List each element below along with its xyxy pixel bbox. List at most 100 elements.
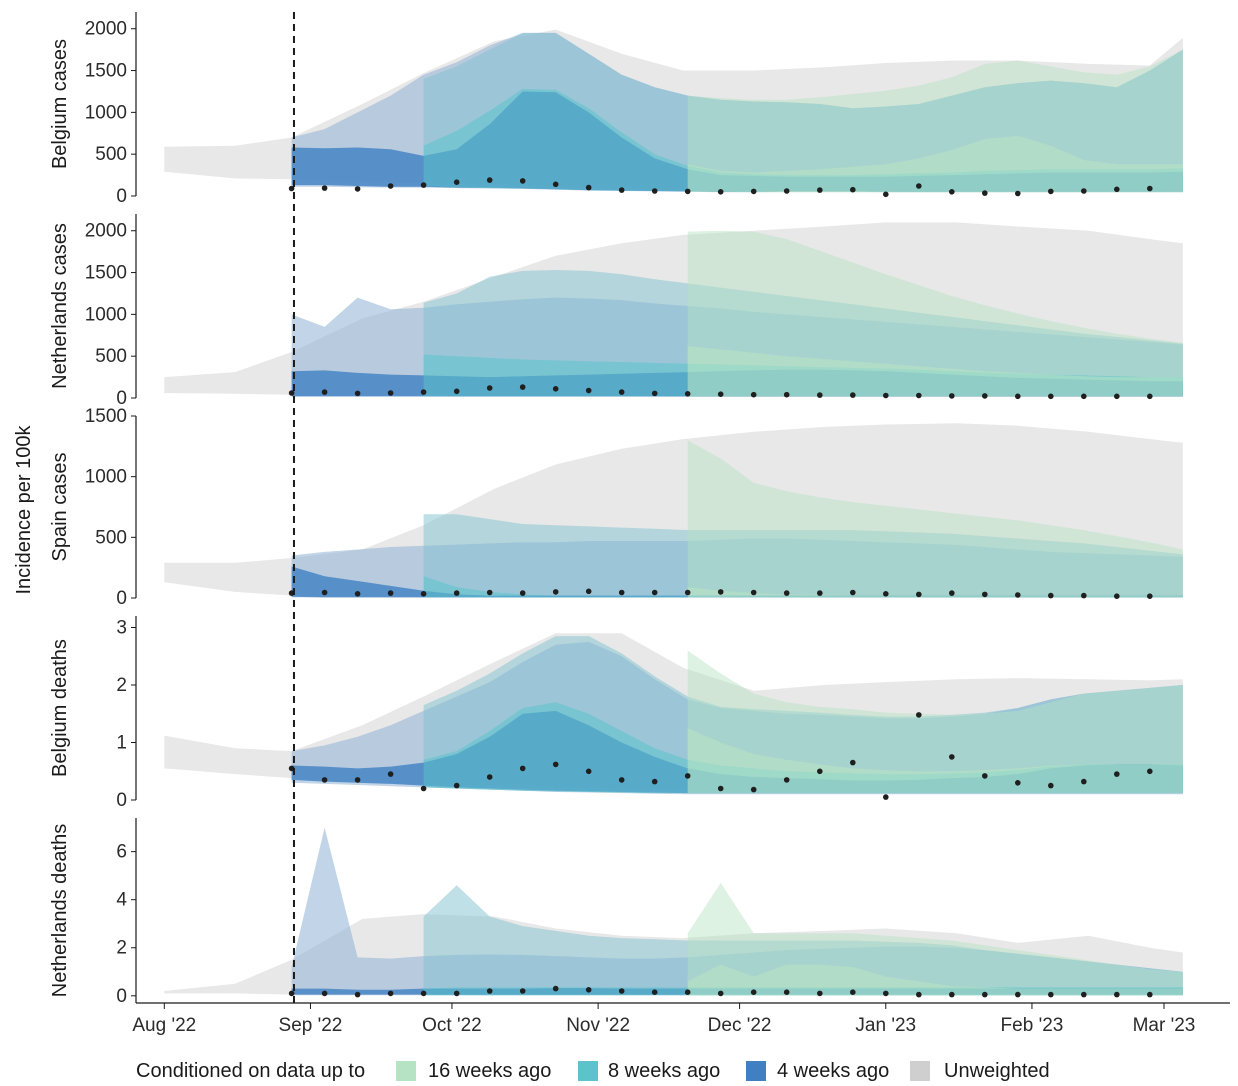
panel-4-observed-point [651, 989, 658, 995]
panel-2-observed-point [354, 591, 361, 597]
panel-2-y-tick-label: 1000 [85, 467, 127, 488]
panel-2-observed-point [651, 589, 658, 596]
panel-0-observed-point [817, 187, 823, 193]
x-tick-label: Sep '22 [279, 1015, 343, 1036]
panel-3-observed-point [949, 754, 955, 760]
panel-4-y-tick-label: 0 [116, 986, 127, 1007]
x-tick-label: Dec '22 [708, 1015, 772, 1036]
panel-1-observed-point [916, 392, 922, 399]
x-tick-label: Jan '23 [855, 1015, 916, 1036]
panel-3-observed-point [850, 759, 856, 766]
panel-0-observed-point [321, 185, 328, 191]
panel-4-observed-point [783, 989, 790, 995]
panel-0-observed-point [618, 187, 625, 193]
panel-4-observed-point [982, 991, 988, 998]
panel-1-observed-point [387, 390, 394, 396]
panel-4-observed-point [1114, 991, 1120, 998]
panel-1-observed-point [1048, 393, 1054, 400]
panel-3-16w-outer-band [687, 650, 1183, 794]
panel-2-observed-point [585, 588, 592, 595]
panel-2-y-tick-label: 0 [116, 588, 127, 609]
panel-2-observed-point [1081, 592, 1087, 599]
panel-4-observed-point [1015, 991, 1021, 998]
panel-1-y-tick-label: 2000 [85, 221, 127, 242]
panel-1-observed-point [552, 386, 559, 392]
panel-3-observed-point [321, 777, 328, 783]
panel-3-observed-point [684, 773, 691, 779]
panel-3-8w-inner-band [423, 702, 1183, 794]
panel-1-observed-point [684, 391, 691, 397]
panel-0-observed-point [288, 185, 295, 192]
panel-1-observed-point [354, 390, 361, 397]
panel-0-observed-point [1048, 188, 1054, 195]
panel-0-observed-point [585, 184, 592, 191]
panel-4-observed-point [1081, 991, 1087, 998]
panel-0-observed-point [1147, 185, 1153, 192]
panel-1-y-tick-label: 0 [116, 388, 127, 409]
panel-4-observed-point [717, 990, 724, 997]
panel-3-observed-point [1081, 778, 1087, 785]
panel-2-16w-outer-band [687, 440, 1183, 598]
panel-4-observed-point [684, 989, 691, 995]
panel-1-observed-point [453, 388, 460, 395]
panel-2-observed-point [1048, 592, 1054, 599]
panel-1-observed-point [651, 390, 658, 397]
panel-0-observed-point [1015, 190, 1021, 197]
panel-4-observed-point [321, 990, 328, 997]
panel-4-observed-point [288, 990, 295, 997]
x-tick-label: Nov '22 [566, 1015, 630, 1036]
panel-2-8w-outer-band [423, 514, 1183, 598]
legend-swatch-unweighted [910, 1061, 930, 1081]
panel-1-observed-point [288, 390, 295, 396]
legend-label-4w: 4 weeks ago [777, 1060, 890, 1082]
panel-2-observed-point [1114, 593, 1120, 599]
panel-0-observed-point [717, 189, 724, 195]
panel-2-observed-point [552, 589, 559, 595]
panel-4-8w-outer-band [423, 885, 1183, 996]
panel-2-observed-point [486, 589, 493, 596]
panel-0-observed-point [420, 182, 427, 188]
panel-4-observed-point [387, 990, 394, 997]
panel-1-observed-point [519, 384, 526, 390]
panel-3-observed-point [750, 786, 757, 793]
panel-4-y-tick-label: 4 [116, 890, 127, 911]
panel-2-observed-point [783, 590, 790, 596]
y-axis-title: Incidence per 100k [13, 425, 35, 595]
panel-3-y-tick-label: 2 [116, 675, 127, 696]
panel-0-y-tick-label: 500 [95, 144, 127, 165]
panel-1-label: Netherlands cases [49, 223, 71, 389]
panel-3-observed-point [618, 777, 625, 783]
panel-3-observed-point [420, 785, 427, 792]
panel-2-observed-point [916, 591, 922, 598]
panel-0-observed-point [783, 188, 790, 194]
panel-1-observed-point [717, 391, 724, 398]
legend-label-8w: 8 weeks ago [608, 1060, 721, 1082]
panel-2-observed-point [949, 590, 955, 596]
legend-swatch-8w [578, 1061, 598, 1081]
panel-2-observed-point [387, 590, 394, 596]
panel-2-label: Spain cases [49, 453, 71, 562]
panel-4-observed-point [618, 988, 625, 994]
x-tick-label: Feb '23 [1001, 1015, 1064, 1036]
panel-1-observed-point [750, 391, 757, 398]
panel-0-y-tick-label: 1000 [85, 102, 127, 123]
panel-0-observed-point [354, 186, 361, 192]
panel-0-label: Belgium cases [49, 39, 71, 169]
panel-4-observed-point [916, 991, 922, 998]
panel-3-y-tick-label: 0 [116, 790, 127, 811]
panel-1-observed-point [850, 392, 856, 398]
panel-0-observed-point [519, 178, 526, 184]
panel-3-observed-point [585, 768, 592, 775]
panel-3-16w-inner-band [687, 728, 1183, 794]
panel-1-y-tick-label: 1500 [85, 263, 127, 284]
panel-3-observed-point [783, 777, 790, 783]
panel-3-observed-point [982, 773, 988, 779]
panel-1-observed-point [1114, 393, 1120, 400]
legend-label-16w: 16 weeks ago [428, 1060, 552, 1082]
panel-2-observed-point [321, 589, 328, 596]
panel-0-observed-point [916, 183, 922, 189]
panel-2-observed-point [519, 590, 526, 596]
panel-4-observed-point [354, 991, 361, 998]
legend-swatch-16w [396, 1061, 416, 1081]
panel-1-observed-point [982, 393, 988, 399]
